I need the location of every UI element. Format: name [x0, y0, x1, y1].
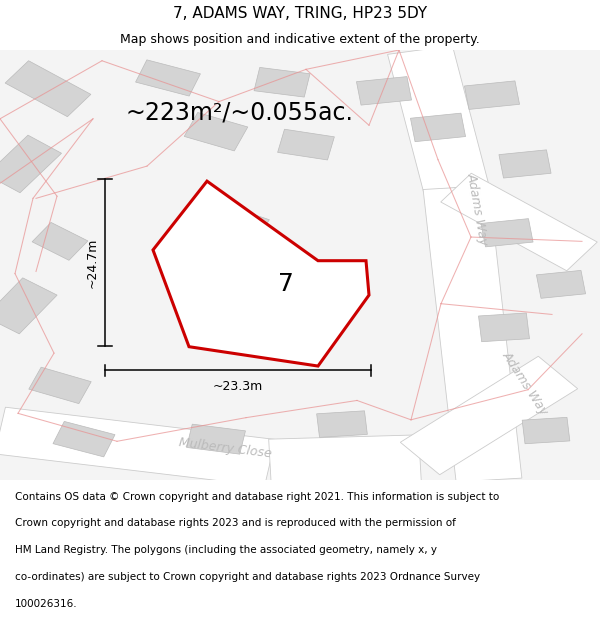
Polygon shape [0, 135, 62, 192]
Polygon shape [522, 418, 570, 444]
Text: Map shows position and indicative extent of the property.: Map shows position and indicative extent… [120, 32, 480, 46]
Polygon shape [187, 424, 245, 454]
Text: Mulberry Close: Mulberry Close [178, 436, 272, 460]
Polygon shape [29, 367, 91, 404]
Polygon shape [388, 46, 488, 192]
Polygon shape [153, 181, 369, 366]
Polygon shape [254, 68, 310, 97]
Polygon shape [269, 435, 421, 486]
Polygon shape [211, 205, 269, 243]
Polygon shape [423, 186, 522, 482]
Text: ~24.7m: ~24.7m [85, 238, 98, 288]
Text: 7: 7 [278, 272, 294, 296]
Polygon shape [410, 113, 466, 142]
Text: Crown copyright and database rights 2023 and is reproduced with the permission o: Crown copyright and database rights 2023… [15, 518, 456, 528]
Polygon shape [273, 264, 327, 300]
Text: co-ordinates) are subject to Crown copyright and database rights 2023 Ordnance S: co-ordinates) are subject to Crown copyr… [15, 572, 480, 582]
Text: HM Land Registry. The polygons (including the associated geometry, namely x, y: HM Land Registry. The polygons (includin… [15, 545, 437, 555]
Polygon shape [441, 173, 597, 271]
Text: Adams Way: Adams Way [464, 172, 490, 246]
Polygon shape [481, 219, 533, 247]
Polygon shape [5, 61, 91, 117]
Polygon shape [499, 150, 551, 178]
Text: Adams Way: Adams Way [500, 349, 550, 418]
Polygon shape [136, 60, 200, 96]
Polygon shape [400, 356, 578, 475]
Text: ~23.3m: ~23.3m [213, 380, 263, 393]
Polygon shape [53, 421, 115, 457]
Polygon shape [536, 271, 586, 298]
Text: ~223m²/~0.055ac.: ~223m²/~0.055ac. [126, 101, 354, 124]
Polygon shape [317, 411, 367, 437]
Polygon shape [0, 278, 57, 334]
Text: Contains OS data © Crown copyright and database right 2021. This information is : Contains OS data © Crown copyright and d… [15, 492, 499, 502]
Polygon shape [184, 112, 248, 151]
Text: 100026316.: 100026316. [15, 599, 77, 609]
Polygon shape [464, 81, 520, 109]
Polygon shape [278, 129, 334, 160]
Text: 7, ADAMS WAY, TRING, HP23 5DY: 7, ADAMS WAY, TRING, HP23 5DY [173, 6, 427, 21]
Polygon shape [32, 222, 88, 260]
Polygon shape [356, 77, 412, 105]
Polygon shape [479, 313, 529, 342]
Polygon shape [0, 408, 275, 486]
